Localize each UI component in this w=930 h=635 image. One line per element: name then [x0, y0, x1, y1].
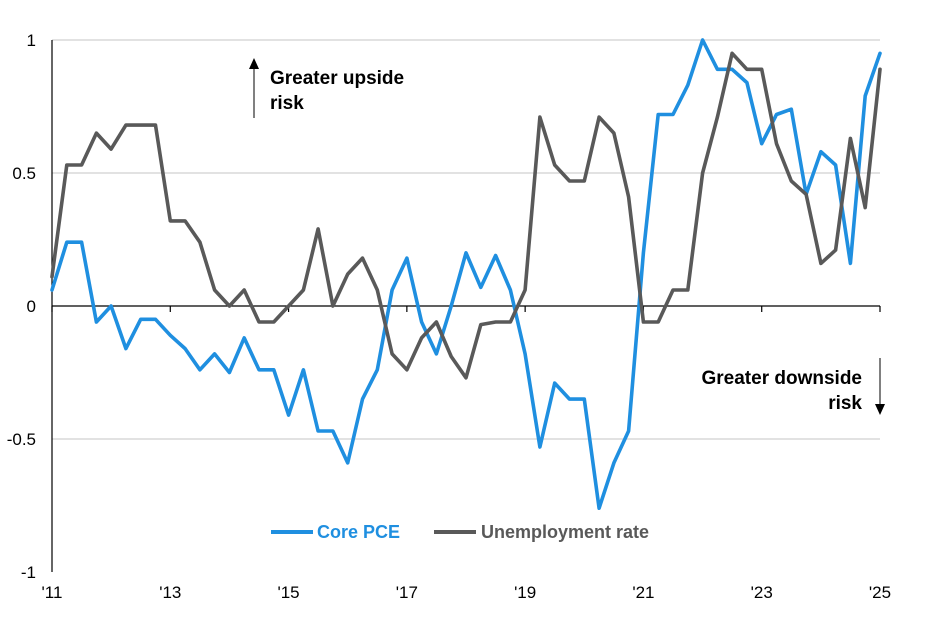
downside-label-line1: Greater downside [702, 368, 863, 389]
downside-label-line2: risk [828, 393, 862, 414]
axes: 1 0.5 0 -0.5 -1 '11 '13 '15 '17 '19 '21 '23 '25 [7, 31, 891, 602]
y-tick-label: -0.5 [7, 430, 36, 449]
x-tick-label: '17 [396, 583, 418, 602]
x-tick-label: '21 [632, 583, 654, 602]
upside-label-line2: risk [270, 93, 304, 114]
gridlines [52, 39, 880, 440]
series-line-core-pce [50, 38, 882, 511]
down-arrow-icon [875, 404, 885, 415]
legend-label-unemployment: Unemployment rate [481, 522, 649, 542]
legend-label-core-pce: Core PCE [317, 522, 400, 542]
x-tick-label: '15 [277, 583, 299, 602]
y-tick-label: 0 [27, 297, 36, 316]
x-tick-label: '19 [514, 583, 536, 602]
y-tick-label: 1 [27, 31, 36, 50]
y-tick-label: 0.5 [12, 164, 36, 183]
x-tick-label: '13 [159, 583, 181, 602]
upside-label-line1: Greater upside [270, 68, 404, 89]
up-arrow-icon [249, 58, 259, 69]
upside-annotation: Greater upside risk [249, 58, 404, 118]
x-tick-label: '11 [42, 583, 63, 602]
legend: Core PCE Unemployment rate [271, 522, 649, 542]
downside-annotation: Greater downside risk [702, 358, 885, 415]
series-line-unemployment-rate [50, 51, 882, 380]
x-tick-label: '25 [869, 583, 891, 602]
series-lines [50, 38, 882, 511]
y-tick-label: -1 [21, 563, 36, 582]
x-tick-label: '23 [751, 583, 773, 602]
